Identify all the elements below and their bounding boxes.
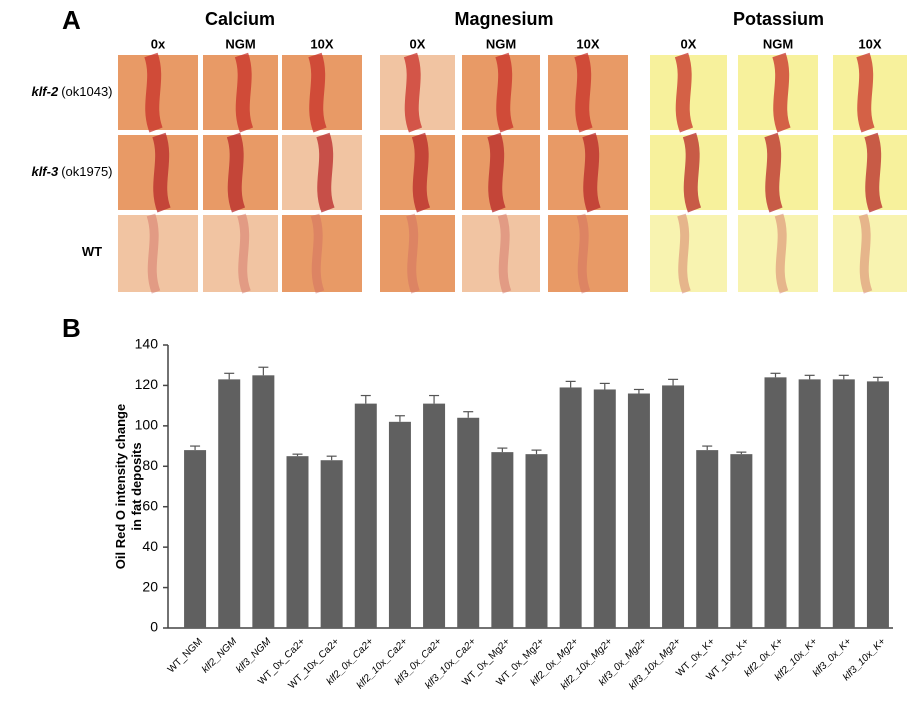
gene-name: WT	[82, 244, 102, 259]
row-label: WT	[82, 244, 102, 259]
y-tick-label: 120	[135, 376, 159, 392]
bar	[184, 450, 206, 628]
bar	[696, 450, 718, 628]
worm	[502, 55, 507, 130]
group-title: Potassium	[733, 9, 824, 29]
y-tick-label: 80	[142, 457, 158, 473]
row-label: klf-2(ok1043)	[31, 84, 112, 99]
column-label: NGM	[225, 36, 255, 51]
column-label: NGM	[763, 36, 793, 51]
worm	[419, 135, 424, 210]
worm	[581, 55, 586, 130]
y-tick-label: 40	[142, 538, 158, 554]
panel-label: B	[62, 313, 81, 343]
bar	[799, 379, 821, 628]
bar	[287, 456, 309, 628]
y-tick-label: 60	[142, 497, 158, 513]
bar	[423, 404, 445, 628]
x-tick-label: klf2_NGM	[200, 636, 240, 676]
worm	[151, 55, 156, 130]
worm	[589, 135, 594, 210]
worm	[242, 55, 247, 130]
worm	[863, 55, 868, 130]
worm	[234, 135, 239, 210]
row-label: klf-3(ok1975)	[31, 164, 112, 179]
bar	[628, 394, 650, 628]
worm	[159, 135, 164, 210]
bar	[355, 404, 377, 628]
worm	[871, 135, 876, 210]
worm	[682, 215, 687, 292]
y-axis-title-line: Oil Red O intensity change	[113, 404, 128, 569]
bar	[321, 460, 343, 628]
gene-name: klf-3	[31, 164, 59, 179]
y-tick-label: 0	[150, 619, 158, 635]
bar	[457, 418, 479, 628]
column-label: 10X	[310, 36, 333, 51]
worm	[682, 55, 687, 130]
figure: A Calcium 0x NGM 10X Magnesium 0X NGM 10X Potassi…	[0, 0, 909, 708]
bar	[594, 389, 616, 628]
bar	[491, 452, 513, 628]
bar	[765, 377, 787, 628]
bar	[252, 375, 274, 628]
worm	[315, 215, 320, 292]
column-label: 10X	[858, 36, 881, 51]
worm	[771, 135, 776, 210]
bar	[662, 385, 684, 628]
column-label: 0x	[151, 36, 166, 51]
worm	[502, 215, 507, 292]
bar	[526, 454, 548, 628]
column-label: 10X	[576, 36, 599, 51]
y-tick-label: 100	[135, 417, 159, 433]
bar	[867, 381, 889, 628]
group-title: Magnesium	[454, 9, 553, 29]
bar	[389, 422, 411, 628]
gene-name: klf-2	[31, 84, 59, 99]
worm	[863, 215, 868, 292]
y-axis-title-line: in fat deposits	[129, 442, 144, 530]
panel-label: A	[62, 5, 81, 35]
bar	[560, 387, 582, 628]
worm	[242, 215, 247, 292]
group-title: Calcium	[205, 9, 275, 29]
worm	[690, 135, 695, 210]
y-tick-label: 140	[135, 336, 159, 352]
column-label: 0X	[410, 36, 426, 51]
allele: (ok1975)	[61, 164, 112, 179]
worm	[581, 215, 586, 292]
worm	[323, 135, 328, 210]
allele: (ok1043)	[61, 84, 112, 99]
bar	[833, 379, 855, 628]
y-tick-label: 20	[142, 578, 158, 594]
worm	[779, 215, 784, 292]
x-tick-label: WT_NGM	[166, 636, 205, 675]
worm	[494, 135, 499, 210]
worm	[411, 55, 416, 130]
column-label: 0X	[681, 36, 697, 51]
bar	[218, 379, 240, 628]
worm	[151, 215, 156, 292]
worm	[779, 55, 784, 130]
worm	[315, 55, 320, 130]
column-label: NGM	[486, 36, 516, 51]
bar	[730, 454, 752, 628]
worm	[411, 215, 416, 292]
